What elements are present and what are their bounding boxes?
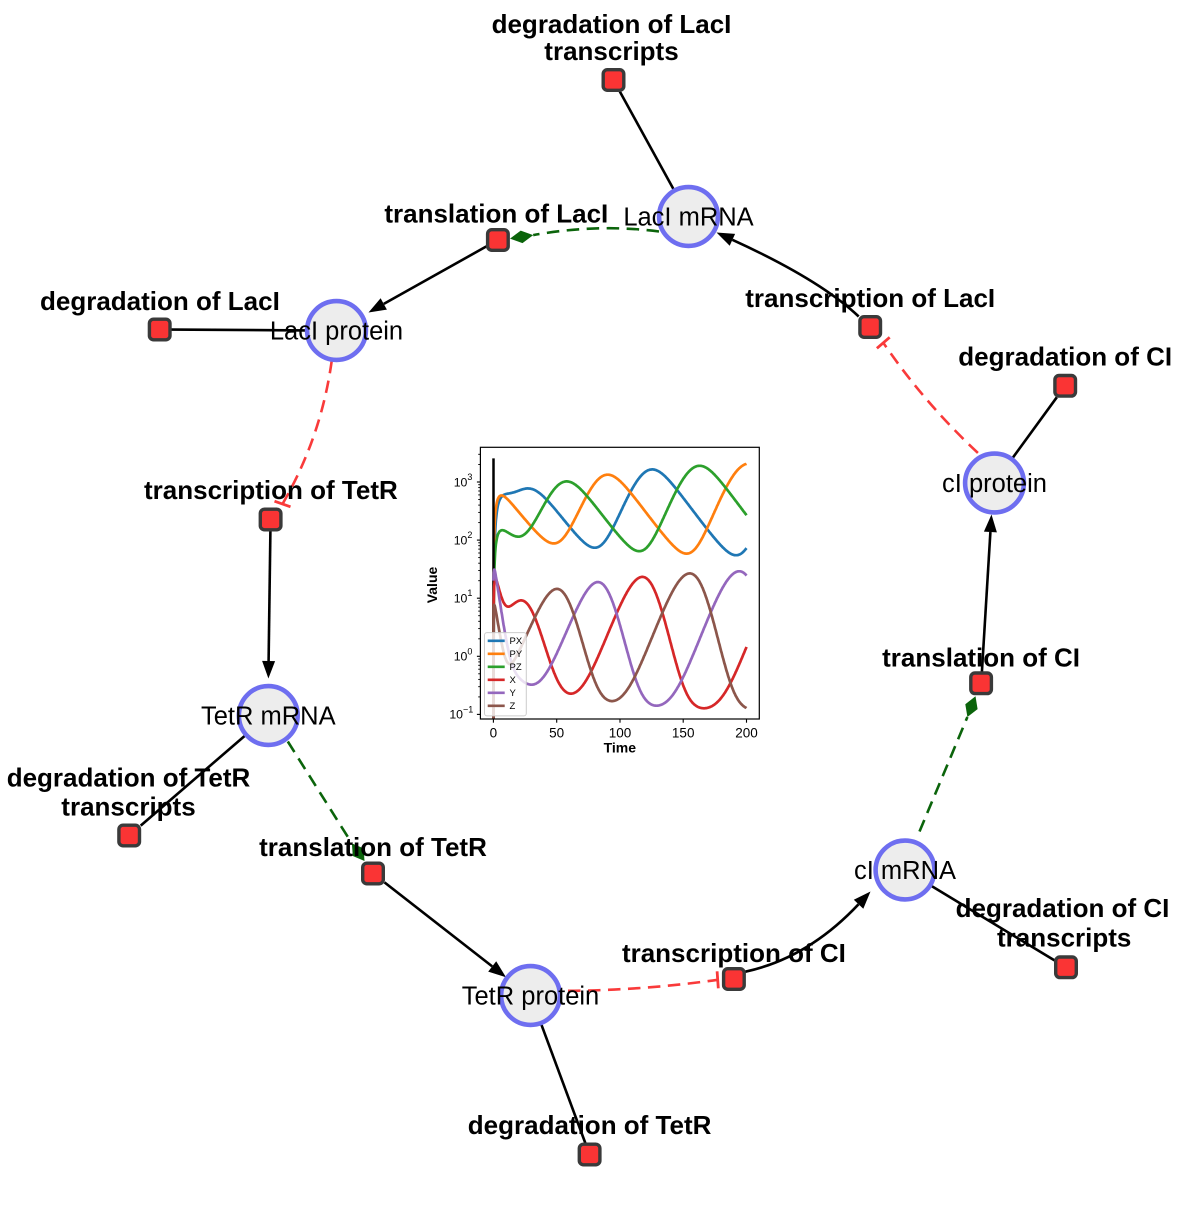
svg-text:150: 150: [672, 725, 695, 740]
svg-text:TetR mRNA: TetR mRNA: [201, 703, 336, 731]
svg-text:2: 2: [467, 530, 472, 540]
svg-text:translation of CI: translation of CI: [882, 643, 1080, 673]
svg-text:1: 1: [467, 588, 472, 598]
svg-text:200: 200: [735, 725, 758, 740]
svg-text:10: 10: [454, 475, 468, 489]
svg-text:Time: Time: [604, 740, 637, 756]
svg-text:X: X: [510, 675, 517, 686]
svg-text:PZ: PZ: [510, 662, 522, 673]
svg-text:0: 0: [490, 725, 498, 740]
svg-text:transcripts: transcripts: [997, 923, 1131, 953]
svg-text:10: 10: [454, 533, 468, 547]
svg-text:translation of LacI: translation of LacI: [384, 199, 608, 229]
svg-text:0: 0: [467, 646, 472, 656]
svg-text:degradation of CI: degradation of CI: [958, 342, 1172, 372]
svg-text:translation of TetR: translation of TetR: [259, 832, 487, 862]
svg-text:degradation of TetR: degradation of TetR: [468, 1110, 712, 1140]
svg-text:Z: Z: [510, 701, 516, 712]
svg-text:TetR protein: TetR protein: [462, 983, 600, 1011]
svg-text:transcripts: transcripts: [544, 36, 678, 66]
svg-text:degradation of LacI: degradation of LacI: [40, 286, 280, 316]
svg-text:degradation of CI: degradation of CI: [956, 893, 1170, 923]
svg-text:LacI protein: LacI protein: [270, 318, 403, 346]
svg-text:transcription of LacI: transcription of LacI: [745, 283, 995, 313]
svg-text:cI protein: cI protein: [942, 470, 1047, 498]
svg-text:10: 10: [454, 650, 468, 664]
svg-text:3: 3: [467, 472, 472, 482]
svg-text:degradation of LacI: degradation of LacI: [492, 9, 732, 39]
svg-text:10: 10: [454, 592, 468, 606]
svg-text:10: 10: [449, 708, 463, 722]
svg-text:transcription of CI: transcription of CI: [622, 938, 846, 968]
svg-text:transcription of TetR: transcription of TetR: [144, 475, 398, 505]
svg-text:Value: Value: [424, 567, 440, 604]
svg-text:degradation of TetR: degradation of TetR: [7, 763, 251, 793]
svg-text:PX: PX: [510, 636, 523, 647]
svg-text:Y: Y: [510, 688, 517, 699]
svg-text:100: 100: [609, 725, 632, 740]
svg-text:transcripts: transcripts: [61, 792, 195, 822]
svg-text:−1: −1: [463, 704, 473, 714]
svg-text:PY: PY: [510, 649, 523, 660]
svg-text:LacI mRNA: LacI mRNA: [623, 204, 753, 232]
svg-text:50: 50: [549, 725, 564, 740]
svg-text:cI mRNA: cI mRNA: [854, 857, 956, 885]
